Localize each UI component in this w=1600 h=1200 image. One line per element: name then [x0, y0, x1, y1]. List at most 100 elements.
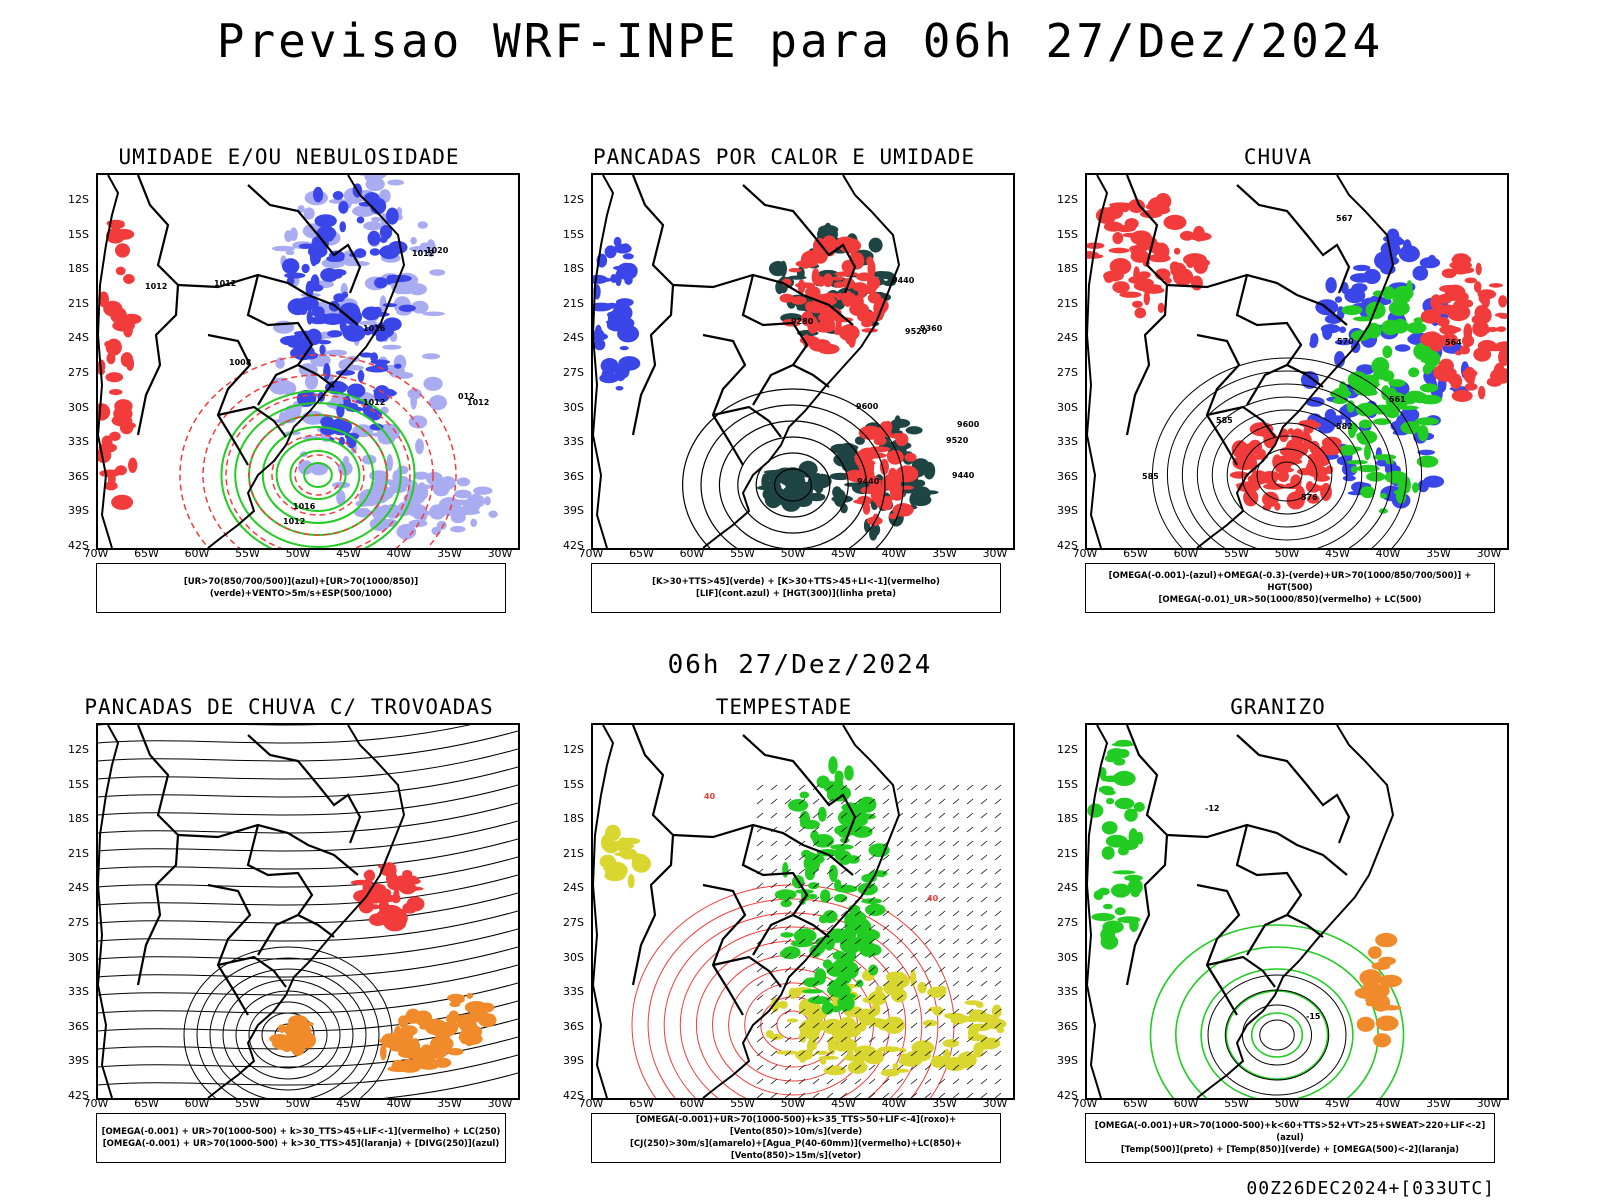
contour-lines	[179, 354, 457, 548]
legend-line: [CJ(250)>30m/s](amarelo)+[Agua_P(40-60mm…	[629, 1139, 963, 1161]
map-tempestade: 40 40	[591, 723, 1015, 1100]
contour-label: 9280	[791, 317, 814, 326]
longitude-label: 40W	[881, 1097, 907, 1110]
latitude-label: 18S	[1057, 262, 1078, 276]
longitude-label: 70W	[83, 547, 109, 560]
legend-box: [K>30+TTS>45](verde) + [K>30+TTS>45+LI<-…	[591, 563, 1001, 613]
latitude-label: 27S	[1057, 366, 1078, 379]
longitude-label: 50W	[1274, 1097, 1300, 1110]
contour-label: 564	[1445, 338, 1462, 347]
latitude-label: 30S	[68, 400, 89, 414]
contour-label: -15	[1306, 1012, 1321, 1021]
latitude-label: 27S	[1057, 916, 1078, 929]
humidity-mid-level	[280, 183, 416, 449]
contour-lines	[682, 388, 904, 548]
latitude-label: 12S	[68, 743, 89, 756]
longitude-label: 40W	[881, 547, 907, 560]
latitude-label: 27S	[563, 366, 584, 379]
latitude-label: 21S	[563, 296, 584, 310]
contour-label: 1008	[229, 358, 252, 367]
orange-area-center	[269, 1015, 316, 1056]
longitude-label: 45W	[1325, 547, 1350, 560]
legend-line: [OMEGA(-0.001)+UR>70(1000-500)+k<60+TTS>…	[1094, 1121, 1486, 1143]
map-svg: 582 585 576 570 564 561 567 585	[1087, 175, 1507, 548]
contour-label: 1020	[426, 246, 449, 255]
latitude-label: 12S	[1057, 193, 1078, 206]
legend-box: [OMEGA(-0.001)+UR>70(1000-500)+k<60+TTS>…	[1085, 1113, 1495, 1163]
panel-umidade: UMIDADE E/OU NEBULOSIDADE 1012 1012 1016 10…	[34, 145, 544, 635]
latitude-label: 18S	[68, 262, 89, 276]
panel-pancadas-calor: PANCADAS POR CALOR E UMIDADE 9600 9600 952…	[529, 145, 1039, 635]
longitude-label: 30W	[982, 1097, 1008, 1110]
longitude-label: 50W	[1274, 547, 1300, 560]
latitude-label: 30S	[68, 950, 89, 964]
latitude-label: 39S	[563, 504, 584, 518]
contour-label: 1012	[412, 249, 434, 258]
contour-label: 9440	[892, 276, 915, 285]
longitude-label: 30W	[487, 547, 513, 560]
contour-label: 567	[1336, 214, 1353, 223]
panel-title: PANCADAS DE CHUVA C/ TROVOADAS	[84, 695, 494, 719]
panel-title: UMIDADE E/OU NEBULOSIDADE	[118, 145, 460, 169]
legend-line: [OMEGA(-0.001)+UR>70(1000-500)+k>35_TTS>…	[635, 1115, 957, 1137]
contour-label: 585	[1216, 416, 1233, 425]
orange-area	[445, 992, 497, 1047]
main-title: Previsao WRF-INPE para 06h 27/Dez/2024	[216, 14, 1384, 68]
latitude-label: 21S	[1057, 846, 1078, 860]
longitude-label: 30W	[487, 1097, 513, 1110]
latitude-label: 15S	[1057, 227, 1078, 241]
latitude-label: 33S	[1057, 435, 1078, 449]
legend-line: [OMEGA(-0.001) + UR>70(1000-500) + k>30_…	[101, 1127, 501, 1137]
latitude-label: 42S	[68, 539, 89, 552]
latitude-label: 18S	[563, 812, 584, 826]
legend-box: [OMEGA(-0.001) + UR>70(1000-500) + k>30_…	[96, 1113, 506, 1163]
contour-label: 1016	[293, 502, 316, 511]
contour-label: -12	[1205, 804, 1219, 813]
contour-label: 9360	[920, 324, 943, 333]
latitude-label: 15S	[68, 227, 89, 241]
latitude-label: 33S	[563, 435, 584, 449]
longitude-label: 40W	[1375, 1097, 1401, 1110]
red-area-east	[1420, 253, 1507, 402]
longitude-label: 50W	[285, 547, 311, 560]
latitude-label: 21S	[68, 296, 89, 310]
contour-label: 40	[927, 894, 939, 903]
longitude-label: 30W	[1476, 547, 1502, 560]
latitude-label: 36S	[68, 469, 89, 483]
orange-area-south	[379, 1008, 464, 1073]
legend-line: [OMEGA(-0.001)-(azul)+OMEGA(-0.3)-(verde…	[1108, 571, 1472, 593]
map-svg: 9600 9600 9520 9520 9440 9440 9360 9280 9440	[593, 175, 980, 548]
latitude-label: 21S	[1057, 296, 1078, 310]
longitude-label: 45W	[1325, 1097, 1350, 1110]
latitude-label: 18S	[1057, 812, 1078, 826]
latitude-label: 12S	[68, 193, 89, 206]
contour-label: 1012	[214, 279, 236, 288]
contour-label: 570	[1337, 337, 1354, 346]
green-contours-west	[1087, 739, 1145, 950]
longitude-label: 70W	[578, 547, 604, 560]
contour-label: 9440	[857, 477, 880, 486]
longitude-label: 35W	[932, 547, 957, 560]
contour-label: 9440	[952, 471, 975, 480]
latitude-label: 42S	[563, 539, 584, 552]
panel-trovoadas: PANCADAS DE CHUVA C/ TROVOADAS [OMEGA(-0…	[34, 695, 544, 1185]
contour-label: 9600	[957, 420, 980, 429]
panel-title: TEMPESTADE	[715, 695, 853, 719]
panel-title: GRANIZO	[1230, 695, 1326, 719]
longitude-label: 65W	[1123, 1097, 1148, 1110]
longitude-label: 50W	[285, 1097, 311, 1110]
latitude-label: 21S	[68, 846, 89, 860]
latitude-label: 42S	[1057, 539, 1078, 552]
red-area-south	[845, 420, 919, 526]
contour-lines	[1149, 924, 1405, 1098]
latitude-label: 15S	[563, 777, 584, 791]
map-umidade: 1012 1012 1016 1016 1012 1012 1012 1008 1020 1012…	[96, 173, 520, 550]
contour-label: 40	[704, 792, 716, 801]
longitude-label: 40W	[386, 1097, 412, 1110]
longitude-label: 35W	[437, 1097, 462, 1110]
longitude-label: 60W	[679, 547, 705, 560]
latitude-label: 30S	[1057, 400, 1078, 414]
longitude-label: 70W	[83, 1097, 109, 1110]
latitude-label: 24S	[68, 881, 89, 895]
longitude-label: 30W	[982, 547, 1008, 560]
